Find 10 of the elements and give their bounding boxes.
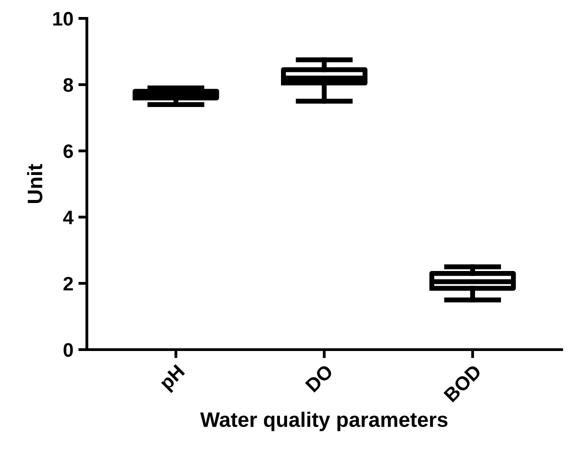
x-tick-label: pH: [158, 364, 188, 394]
y-tick-label: 8: [63, 78, 74, 92]
x-axis-title: Water quality parameters: [200, 412, 448, 432]
x-tick-label: DO: [304, 364, 334, 393]
y-tick-label: 2: [64, 276, 73, 290]
y-tick-label: 4: [63, 210, 74, 224]
y-tick-label: 6: [64, 144, 73, 158]
y-tick-label: 10: [53, 12, 73, 26]
y-tick-label: 0: [64, 343, 73, 357]
y-axis-title: Unit: [27, 164, 42, 203]
